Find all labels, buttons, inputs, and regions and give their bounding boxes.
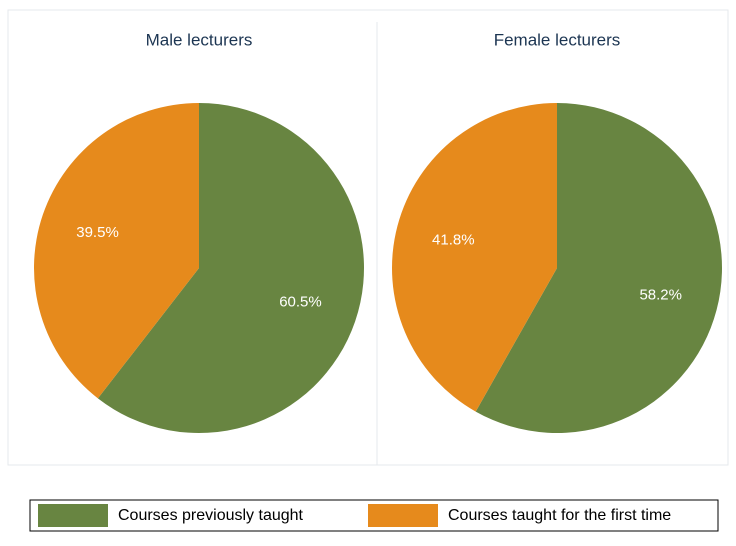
legend-swatch [368,504,438,527]
slice-label: 60.5% [279,294,322,311]
legend-label: Courses taught for the first time [448,507,671,524]
legend-entries: Courses previously taught Courses taught … [38,504,671,527]
pie-slice [475,103,722,434]
slice-label: 58.2% [639,286,682,303]
slice-label: 39.5% [76,224,119,241]
slice-label: 41.8% [432,232,475,249]
chart-title: Female lecturers [494,30,621,49]
legend-swatch [38,504,108,527]
pies: Male lecturers 60.5% 39.5% Female lecturers… [34,30,722,434]
legend-label: Courses previously taught [118,507,304,524]
pie-slice [97,103,365,434]
pie-slice [392,103,557,412]
pie-slice [34,103,199,399]
chart-title: Male lecturers [146,30,253,49]
